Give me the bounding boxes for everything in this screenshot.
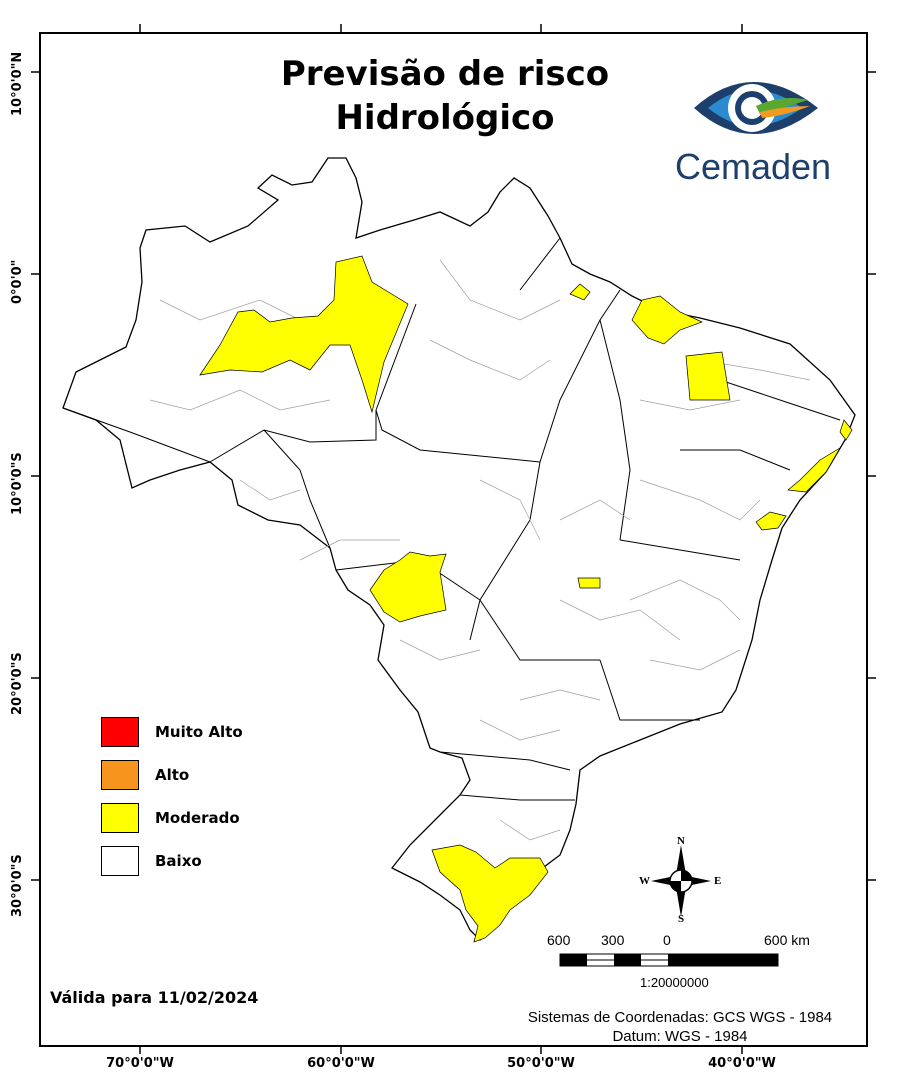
title-line-2: Hidrológico bbox=[335, 98, 555, 138]
moderado-areas bbox=[199, 255, 853, 943]
compass-north: N bbox=[677, 835, 685, 847]
legend-swatch-muito-alto bbox=[101, 716, 139, 747]
area-alagoas bbox=[787, 447, 841, 493]
area-mato-grosso bbox=[369, 551, 447, 623]
compass-east: E bbox=[714, 875, 722, 887]
lat-label-30s-text: 30°0'0"S bbox=[10, 854, 25, 917]
scale-ratio: 1:20000000 bbox=[640, 975, 709, 990]
lat-label-10n-text: 10°0'0"N bbox=[10, 51, 25, 116]
legend-item-baixo: Baixo bbox=[101, 839, 243, 882]
lon-label-50w: 50°0'0"W bbox=[507, 1056, 575, 1071]
area-amazonas bbox=[199, 255, 409, 414]
coord-system: Sistemas de Coordenadas: GCS WGS - 1984 bbox=[527, 1009, 833, 1026]
area-rio-grande-sul bbox=[431, 844, 549, 943]
scale-tick-600-left: 600 bbox=[547, 932, 571, 948]
legend-label-baixo: Baixo bbox=[155, 851, 202, 870]
title-line-1: Previsão de risco bbox=[280, 54, 610, 94]
legend-swatch-alto bbox=[101, 759, 139, 790]
area-bahia-coast bbox=[755, 511, 787, 531]
cemaden-eye-icon bbox=[694, 82, 818, 134]
legend-swatch-moderado bbox=[101, 802, 139, 833]
state-borders bbox=[62, 237, 841, 801]
lat-label-10s-text: 10°0'0"S bbox=[10, 452, 25, 515]
legend-swatch-baixo bbox=[101, 845, 139, 876]
scale-tick-0: 0 bbox=[663, 932, 671, 948]
lat-label-0-text: 0°0'0" bbox=[10, 259, 25, 304]
compass-west: W bbox=[639, 875, 650, 887]
area-pernambuco-coast bbox=[839, 419, 853, 441]
region-borders bbox=[149, 259, 811, 841]
area-amapa bbox=[569, 283, 591, 301]
legend: Muito Alto Alto Moderado Baixo bbox=[101, 710, 243, 882]
legend-label-moderado: Moderado bbox=[155, 808, 240, 827]
compass-south: S bbox=[678, 913, 685, 925]
legend-item-alto: Alto bbox=[101, 753, 243, 796]
scale-bar bbox=[559, 953, 779, 967]
area-goias bbox=[577, 577, 601, 589]
scale-tick-600-km: 600 km bbox=[764, 932, 810, 948]
area-piaui bbox=[685, 351, 731, 401]
area-maranhao-north bbox=[631, 295, 703, 345]
validity-date: Válida para 11/02/2024 bbox=[50, 988, 259, 1007]
legend-label-muito-alto: Muito Alto bbox=[155, 722, 243, 741]
cemaden-wordmark: Cemaden bbox=[674, 146, 832, 187]
lon-label-70w: 70°0'0"W bbox=[106, 1056, 174, 1071]
lon-label-60w: 60°0'0"W bbox=[307, 1056, 375, 1071]
legend-item-moderado: Moderado bbox=[101, 796, 243, 839]
scale-tick-300: 300 bbox=[601, 932, 625, 948]
datum: Datum: WGS - 1984 bbox=[612, 1028, 748, 1045]
map-title: Previsão de risco Hidrológico bbox=[240, 52, 650, 140]
cemaden-logo: Cemaden bbox=[672, 66, 834, 190]
lat-label-20s-text: 20°0'0"S bbox=[10, 652, 25, 715]
frame-ticks bbox=[31, 24, 876, 1054]
legend-label-alto: Alto bbox=[155, 765, 190, 784]
coordinate-info: Sistemas de Coordenadas: GCS WGS - 1984 … bbox=[498, 1008, 862, 1046]
compass-rose-icon bbox=[651, 845, 711, 917]
legend-item-muito-alto: Muito Alto bbox=[101, 710, 243, 753]
lon-label-40w: 40°0'0"W bbox=[708, 1056, 776, 1071]
